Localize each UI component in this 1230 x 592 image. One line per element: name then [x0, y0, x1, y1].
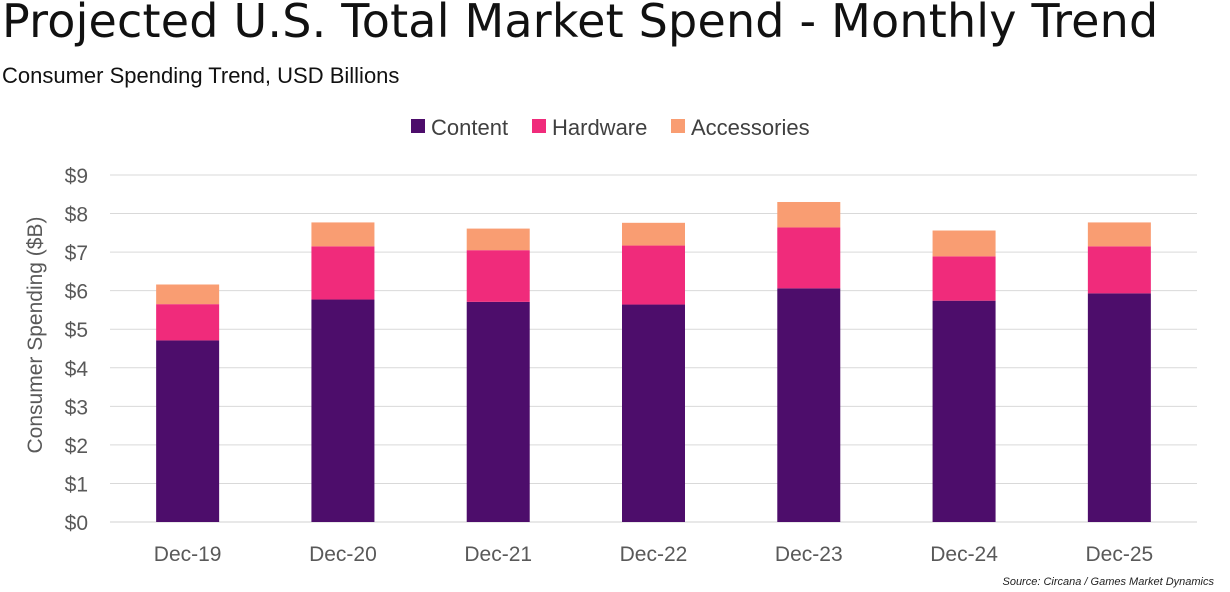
y-tick-label: $5 [65, 319, 88, 342]
x-tick-label: Dec-22 [620, 543, 688, 566]
chart-subtitle: Consumer Spending Trend, USD Billions [2, 63, 400, 88]
y-tick-label: $7 [65, 242, 88, 265]
legend: Content Hardware Accessories [411, 115, 810, 140]
bar-segment-hardware [622, 245, 685, 305]
bar-segment-hardware [156, 304, 220, 341]
bars [156, 201, 1151, 522]
x-axis-tick-labels: Dec-19 Dec-20 Dec-21 Dec-22 Dec-23 Dec-24 Dec-… [154, 543, 1153, 566]
bar-segment-content [466, 301, 530, 522]
y-tick-label: $0 [65, 512, 88, 535]
x-tick-label: Dec-24 [930, 543, 998, 566]
x-tick-label: Dec-21 [464, 543, 532, 566]
legend-swatch-hardware [532, 119, 546, 133]
x-tick-label: Dec-23 [775, 543, 843, 566]
x-tick-label: Dec-20 [309, 543, 377, 566]
bar-segment-accessories [932, 230, 996, 257]
y-tick-label: $4 [65, 358, 89, 381]
bar-segment-hardware [1087, 246, 1151, 294]
bar-segment-hardware [311, 246, 375, 300]
y-tick-label: $1 [65, 473, 88, 496]
x-tick-label: Dec-19 [154, 543, 222, 566]
bar-segment-accessories [1087, 222, 1151, 247]
legend-label-hardware: Hardware [552, 115, 647, 140]
bar-segment-content [932, 300, 996, 522]
y-tick-label: $8 [65, 204, 88, 227]
bar-segment-content [777, 288, 841, 522]
bar-segment-accessories [156, 284, 220, 305]
y-tick-label: $2 [65, 435, 88, 458]
y-tick-label: $3 [65, 396, 88, 419]
source-note: Source: Circana / Games Market Dynamics [1002, 576, 1214, 588]
bar-segment-content [622, 304, 685, 522]
legend-swatch-accessories [671, 119, 685, 133]
bar-segment-accessories [311, 222, 375, 247]
bar-segment-accessories [466, 228, 530, 251]
bar-segment-content [1087, 293, 1151, 522]
y-tick-label: $9 [65, 165, 88, 188]
chart-title: Projected U.S. Total Market Spend - Mont… [2, 0, 1159, 48]
y-axis-title: Consumer Spending ($B) [24, 217, 47, 454]
y-axis-tick-labels: $0 $1 $2 $3 $4 $5 $6 $7 $8 $9 [65, 165, 89, 535]
legend-swatch-content [411, 119, 425, 133]
bar-segment-accessories [622, 222, 685, 246]
bar-segment-content [311, 299, 375, 522]
bar-segment-accessories [777, 201, 841, 228]
legend-label-accessories: Accessories [691, 115, 810, 140]
bar-segment-hardware [932, 256, 996, 301]
legend-label-content: Content [431, 115, 508, 140]
bar-segment-hardware [777, 227, 841, 289]
bar-segment-hardware [466, 250, 530, 302]
y-tick-label: $6 [65, 281, 88, 304]
bar-segment-content [156, 340, 220, 522]
x-tick-label: Dec-25 [1086, 543, 1154, 566]
